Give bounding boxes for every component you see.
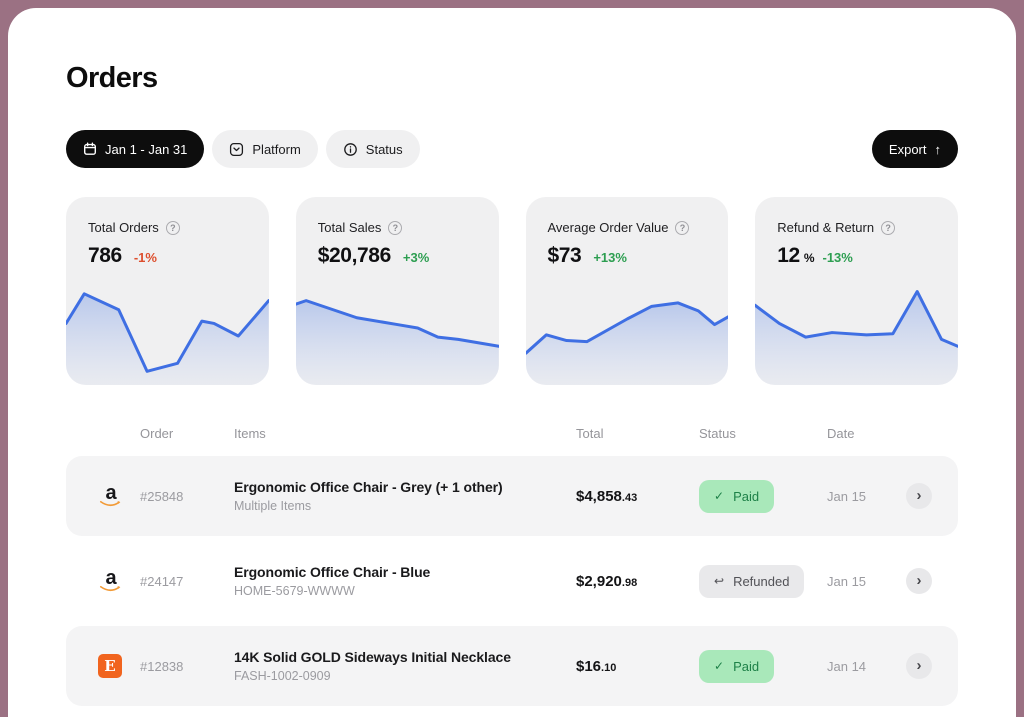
stat-value: 786 [88, 244, 122, 267]
amazon-logo: a [98, 568, 124, 593]
stat-card-refund-return: Refund & Return ? 12 % -13% [755, 197, 958, 385]
order-date: Jan 15 [827, 488, 867, 504]
stat-card-total-orders: Total Orders ? 786 -1% [66, 197, 269, 385]
stat-value: $73 [547, 244, 582, 267]
order-date: Jan 15 [827, 573, 867, 589]
date-range-label: Jan 1 - Jan 31 [105, 141, 188, 157]
sparkline-chart [525, 271, 729, 385]
order-number: #25848 [140, 488, 184, 504]
order-date: Jan 14 [827, 658, 867, 674]
row-expand-button[interactable]: › [906, 568, 932, 594]
platform-logo-cell: a [66, 568, 140, 593]
item-title: Ergonomic Office Chair - Grey (+ 1 other… [234, 479, 503, 495]
order-total: $2,920.98 [576, 572, 638, 590]
arrow-up-icon: ↑ [934, 141, 942, 157]
table-rows: a #25848 Ergonomic Office Chair - Grey (… [66, 456, 958, 706]
item-subtitle: HOME-5679-WWWW [234, 584, 355, 598]
order-number: #24147 [140, 573, 184, 589]
export-label: Export [888, 141, 927, 157]
order-row[interactable]: E #12838 14K Solid GOLD Sideways Initial… [66, 626, 958, 706]
stat-unit: % [803, 251, 815, 265]
stat-label: Average Order Value [547, 220, 669, 235]
page-content: Orders Jan 1 - Jan 31 Platform [8, 8, 1016, 706]
info-icon [343, 142, 357, 156]
stat-delta: +13% [593, 250, 627, 265]
amazon-smile-icon [99, 585, 121, 592]
order-row[interactable]: a #24147 Ergonomic Office Chair - Blue H… [66, 541, 958, 621]
return-arrow-icon: ↩ [714, 574, 725, 588]
stat-label: Total Orders [88, 220, 159, 235]
chevron-right-icon: › [916, 656, 922, 674]
calendar-icon [84, 142, 97, 155]
help-icon[interactable]: ? [388, 220, 403, 235]
sparkline-chart [66, 271, 269, 385]
status-filter-label: Status [365, 141, 403, 157]
orders-page: Orders Jan 1 - Jan 31 Platform [8, 8, 1016, 717]
sparkline-chart [755, 271, 958, 385]
row-expand-button[interactable]: › [906, 653, 932, 679]
amazon-logo: a [98, 483, 124, 508]
column-header-items: Items [234, 426, 266, 441]
order-number: #12838 [140, 658, 184, 674]
order-total: $4,858.43 [576, 487, 638, 505]
page-title: Orders [66, 62, 158, 94]
item-title: Ergonomic Office Chair - Blue [234, 564, 431, 580]
platform-logo-cell: E [66, 654, 140, 678]
platform-icon [230, 142, 244, 156]
stat-value: $20,786 [317, 244, 392, 267]
column-header-date: Date [827, 426, 855, 441]
chevron-right-icon: › [916, 486, 922, 504]
chevron-right-icon: › [916, 571, 922, 589]
stats-cards: Total Orders ? 786 -1% Total Sales ? $20… [66, 197, 958, 385]
order-row[interactable]: a #25848 Ergonomic Office Chair - Grey (… [66, 456, 958, 536]
item-subtitle: FASH-1002-0909 [234, 669, 331, 683]
date-range-button[interactable]: Jan 1 - Jan 31 [66, 130, 205, 168]
check-icon: ✓ [714, 659, 725, 673]
export-button[interactable]: Export ↑ [871, 130, 958, 168]
sparkline-chart [295, 271, 499, 385]
etsy-logo: E [98, 654, 122, 678]
stat-value: 12 [777, 244, 800, 267]
column-header-total: Total [576, 426, 604, 441]
help-icon[interactable]: ? [675, 220, 690, 235]
status-badge: ✓ Paid [699, 649, 775, 683]
toolbar: Jan 1 - Jan 31 Platform Status Export [66, 130, 958, 168]
row-expand-button[interactable]: › [906, 483, 932, 509]
platform-filter-button[interactable]: Platform [212, 130, 318, 168]
stat-label: Total Sales [317, 220, 382, 235]
help-icon[interactable]: ? [165, 220, 180, 235]
stat-card-average-order-value: Average Order Value ? $73 +13% [525, 197, 729, 385]
item-subtitle: Multiple Items [234, 499, 312, 513]
stat-delta: -1% [133, 250, 157, 265]
stat-label: Refund & Return [777, 220, 875, 235]
stat-delta: +3% [402, 250, 430, 265]
table-header: Order Items Total Status Date [66, 426, 958, 441]
stat-card-total-sales: Total Sales ? $20,786 +3% [295, 197, 499, 385]
column-header-status: Status [699, 426, 736, 441]
stat-delta: -13% [822, 250, 853, 265]
platform-filter-label: Platform [252, 141, 301, 157]
status-badge: ✓ Paid [699, 479, 775, 513]
status-filter-button[interactable]: Status [325, 130, 420, 168]
orders-table: Order Items Total Status Date a [66, 426, 958, 706]
amazon-smile-icon [99, 500, 121, 507]
item-title: 14K Solid GOLD Sideways Initial Necklace [234, 649, 511, 665]
platform-logo-cell: a [66, 483, 140, 508]
order-total: $16.10 [576, 657, 617, 675]
help-icon[interactable]: ? [881, 220, 896, 235]
column-header-order: Order [140, 426, 174, 441]
check-icon: ✓ [714, 489, 725, 503]
status-badge: ↩ Refunded [699, 564, 805, 598]
